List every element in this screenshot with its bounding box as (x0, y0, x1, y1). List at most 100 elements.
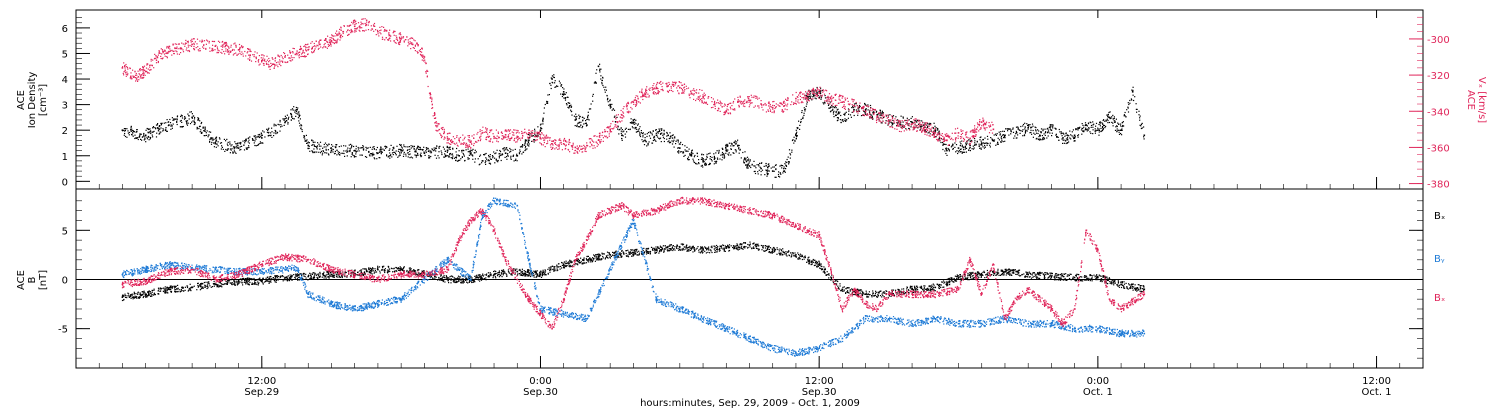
density-point (701, 158, 703, 160)
velocity-point (162, 51, 164, 53)
velocity-point (895, 122, 898, 124)
velocity-point (967, 137, 969, 139)
density-point (506, 149, 508, 151)
velocity-point (164, 50, 166, 52)
density-point (510, 157, 512, 159)
velocity-point (629, 111, 631, 113)
density-point (462, 149, 464, 151)
density-point (482, 160, 484, 162)
density-point (261, 142, 263, 144)
density-point (338, 154, 341, 156)
density-point (934, 125, 936, 127)
velocity-point (796, 96, 798, 98)
density-point (1120, 123, 1122, 125)
density-point (1027, 128, 1029, 130)
velocity-point (989, 124, 992, 126)
density-point (326, 152, 328, 154)
velocity-point (678, 85, 680, 87)
velocity-point (865, 111, 867, 113)
density-point (474, 158, 476, 160)
velocity-point (242, 55, 244, 57)
density-point (1138, 110, 1140, 112)
density-point (1082, 128, 1084, 130)
density-point (308, 147, 310, 149)
velocity-point (247, 51, 249, 53)
density-point (237, 147, 240, 149)
velocity-point (843, 101, 845, 103)
density-point (249, 136, 251, 138)
velocity-point (685, 85, 687, 87)
density-point (308, 144, 310, 147)
velocity-point (226, 43, 228, 45)
density-point (577, 122, 579, 124)
density-point (1070, 138, 1072, 140)
density-point (413, 148, 415, 150)
velocity-point (557, 148, 559, 150)
density-point (232, 151, 234, 153)
velocity-point (132, 75, 134, 77)
velocity-point (141, 74, 143, 76)
velocity-point (496, 135, 498, 137)
velocity-point (903, 130, 905, 132)
density-point (1141, 122, 1143, 124)
velocity-point (187, 44, 189, 46)
velocity-point (462, 134, 464, 136)
density-point (1099, 125, 1101, 127)
velocity-point (614, 126, 616, 128)
velocity-point (670, 87, 672, 89)
velocity-point (723, 111, 725, 114)
velocity-point (493, 137, 495, 140)
density-point (428, 156, 430, 158)
density-point (401, 150, 403, 152)
velocity-point (965, 132, 967, 134)
velocity-point (888, 119, 890, 122)
density-point (462, 152, 464, 155)
density-point (1099, 121, 1101, 123)
density-point (399, 144, 402, 146)
velocity-point (804, 94, 806, 96)
density-point (620, 132, 622, 134)
density-point (814, 95, 816, 97)
velocity-point (921, 130, 923, 133)
velocity-point (367, 29, 370, 31)
velocity-point (649, 89, 651, 91)
density-point (489, 158, 491, 160)
density-point (479, 163, 481, 165)
density-point (378, 151, 380, 153)
density-point (1080, 129, 1083, 131)
density-point (1002, 141, 1004, 143)
density-point (496, 149, 498, 151)
density-point (979, 139, 981, 141)
velocity-point (220, 45, 222, 47)
density-point (458, 150, 460, 152)
velocity-point (699, 100, 701, 102)
density-point (313, 144, 315, 146)
density-point (254, 140, 256, 142)
density-point (632, 122, 634, 125)
velocity-point (446, 142, 448, 144)
density-point (504, 149, 506, 151)
density-point (556, 85, 558, 87)
velocity-point (504, 137, 506, 139)
density-point (361, 147, 363, 149)
velocity-point (938, 136, 940, 138)
velocity-point (879, 112, 881, 114)
density-point (582, 120, 584, 122)
density-point (933, 130, 935, 132)
density-point (600, 78, 602, 80)
density-point (1077, 128, 1079, 130)
velocity-point (940, 137, 942, 139)
density-point (713, 155, 715, 157)
density-point (292, 117, 294, 120)
density-point (331, 144, 333, 146)
density-point (419, 148, 421, 151)
density-point (294, 111, 296, 113)
velocity-point (725, 110, 727, 112)
density-point (380, 152, 382, 154)
velocity-point (749, 102, 752, 104)
density-point (379, 157, 381, 159)
velocity-point (540, 143, 542, 145)
density-point (282, 118, 284, 120)
velocity-point (268, 61, 270, 63)
density-point (382, 148, 384, 150)
